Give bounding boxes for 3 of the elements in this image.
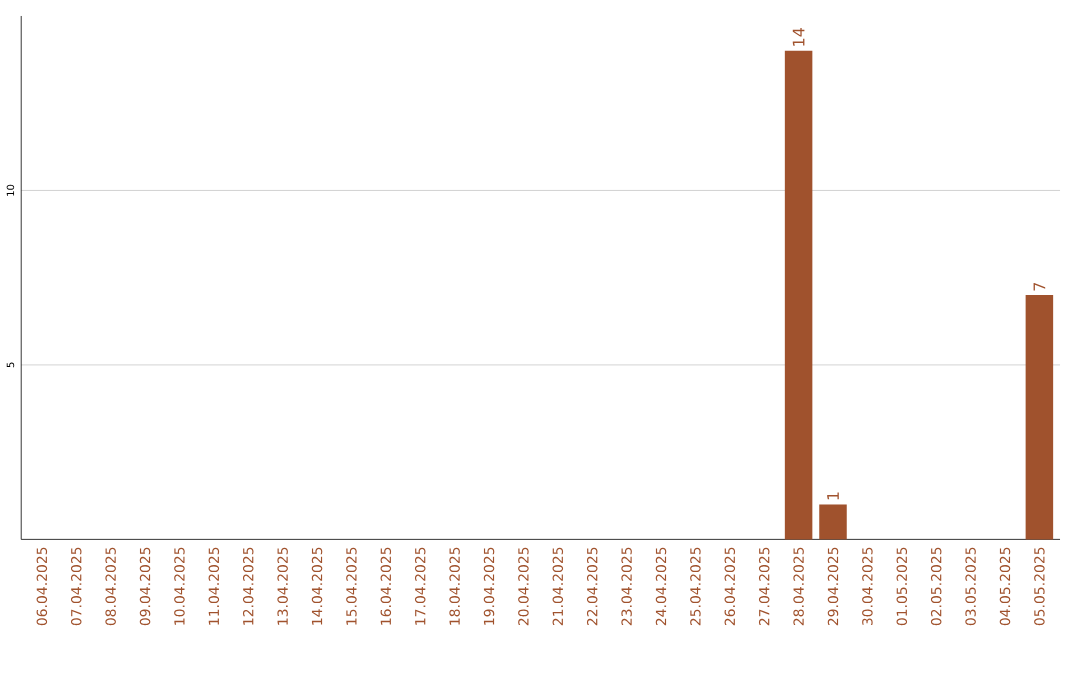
bar: [819, 504, 847, 540]
bar: [784, 51, 813, 540]
bar: [1025, 295, 1054, 540]
